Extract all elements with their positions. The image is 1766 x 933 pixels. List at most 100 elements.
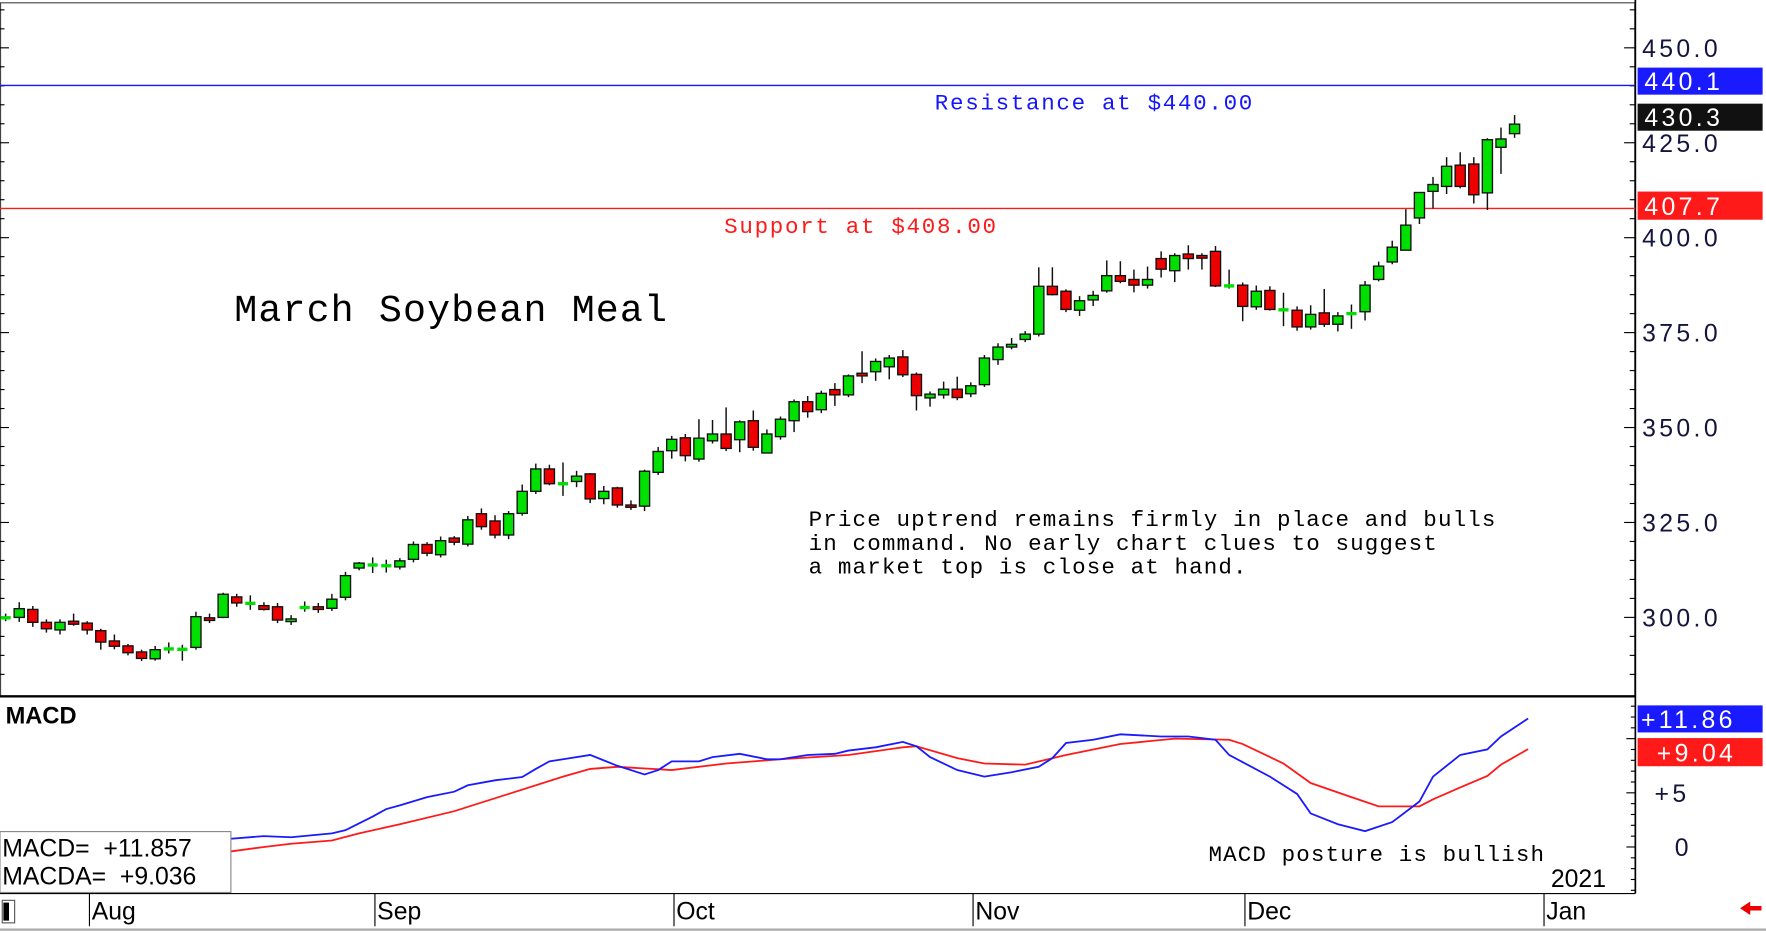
- candle-body: [1224, 284, 1235, 288]
- candle-down: [421, 542, 433, 557]
- candle-body: [407, 543, 420, 560]
- month-label-oct: Oct: [676, 898, 715, 925]
- candle-up: [883, 355, 895, 380]
- candle-body: [706, 433, 719, 442]
- scroll-right-arrow-icon[interactable]: [1740, 901, 1762, 915]
- candle-down: [27, 606, 39, 627]
- candle-up: [1304, 305, 1317, 330]
- candle-body: [924, 393, 936, 399]
- candle-up: [326, 593, 338, 611]
- candle-up: [638, 469, 651, 512]
- candle-body: [434, 540, 447, 556]
- support-label: Support at $408.00: [724, 214, 998, 240]
- candle-up: [434, 536, 447, 558]
- candle-up: [0, 613, 11, 622]
- candle-up: [516, 484, 528, 516]
- candle-down: [1264, 286, 1276, 311]
- candle-body: [965, 385, 977, 395]
- candle-up: [937, 381, 950, 399]
- candle-up: [557, 462, 569, 496]
- candle-down: [258, 602, 270, 611]
- candle-body: [652, 450, 664, 474]
- candle-up: [299, 601, 310, 612]
- candle-body: [1250, 290, 1263, 308]
- candle-up: [367, 557, 378, 573]
- candle-down: [910, 372, 923, 411]
- candle-down: [203, 613, 216, 624]
- resistance-tag-bg: [1637, 67, 1763, 95]
- candle-body: [245, 601, 256, 606]
- candle-up: [693, 419, 705, 462]
- candle-down: [679, 433, 692, 462]
- candle-down: [856, 351, 868, 384]
- candle-body: [584, 473, 596, 500]
- candle-up: [1332, 312, 1344, 332]
- candle-up: [245, 595, 256, 610]
- candle-up: [1101, 260, 1113, 293]
- candle-up: [978, 355, 991, 387]
- candle-up: [462, 516, 474, 547]
- candle-body: [1332, 315, 1344, 325]
- signal-tag-bg: [1637, 738, 1763, 767]
- candle-body: [978, 357, 991, 386]
- candle-body: [897, 356, 909, 376]
- candle-up: [502, 511, 515, 540]
- candle-down: [1236, 282, 1249, 322]
- candle-down: [951, 376, 963, 401]
- candle-down: [67, 613, 80, 626]
- candle-up: [381, 559, 392, 573]
- candle-body: [1427, 183, 1439, 193]
- candle-body: [258, 604, 270, 611]
- candle-body: [27, 608, 39, 624]
- macd-tick-label: +5: [1654, 781, 1689, 808]
- candle-down: [747, 410, 760, 451]
- candle-body: [1454, 164, 1466, 188]
- candle-body: [1264, 289, 1276, 311]
- candle-body: [489, 520, 501, 536]
- candle-body: [1128, 278, 1140, 286]
- resistance-tag: 440.1: [1644, 69, 1723, 96]
- candle-down: [271, 602, 284, 624]
- candle-body: [1168, 254, 1181, 272]
- candle-body: [1372, 265, 1385, 281]
- candle-body: [1046, 285, 1059, 296]
- candle-body: [339, 574, 352, 598]
- candle-up: [1481, 138, 1494, 210]
- candle-down: [1155, 251, 1167, 278]
- candle-body: [598, 490, 610, 500]
- candle-body: [502, 513, 515, 536]
- candle-body: [666, 438, 678, 452]
- candle-down: [1454, 152, 1466, 189]
- candle-up: [774, 416, 787, 440]
- candle-body: [829, 388, 841, 396]
- candle-down: [81, 621, 93, 635]
- candle-up: [1141, 266, 1154, 289]
- annotation-line-1: Price uptrend remains firmly in place an…: [809, 507, 1497, 533]
- candle-body: [1114, 274, 1127, 283]
- candle-up: [1278, 292, 1289, 327]
- macd-axis-labels: +5 0: [1654, 781, 1689, 862]
- candle-body: [1318, 312, 1331, 325]
- candle-body: [190, 615, 202, 649]
- candle-up: [1400, 209, 1412, 251]
- candle-body: [1005, 343, 1018, 348]
- annotation-line-3: a market top is close at hand.: [809, 555, 1248, 581]
- candle-body: [421, 543, 433, 554]
- candle-up: [1386, 240, 1398, 265]
- month-label-jan: Jan: [1546, 898, 1586, 925]
- candle-up: [965, 382, 977, 398]
- candle-body: [40, 621, 53, 630]
- month-label-sep: Sep: [377, 898, 421, 925]
- candle-down: [230, 593, 243, 607]
- candle-up: [190, 611, 202, 650]
- candle-body: [720, 433, 732, 450]
- candle-up: [598, 486, 610, 505]
- candle-down: [489, 515, 501, 539]
- candle-body: [679, 437, 692, 457]
- candle-body: [177, 647, 188, 651]
- candle-up: [924, 391, 936, 407]
- candle-up: [13, 602, 25, 622]
- candle-up: [733, 420, 746, 453]
- support-tag: 407.7: [1644, 194, 1723, 221]
- support-tag-bg: [1637, 191, 1763, 220]
